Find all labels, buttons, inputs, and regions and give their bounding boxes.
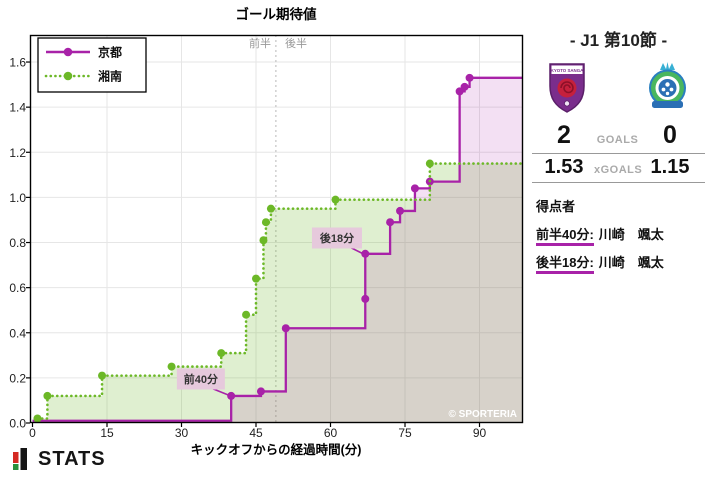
chart-title: ゴール期待値 [236,6,317,22]
y-tick-label: 1.4 [9,101,26,115]
data-point-marker [361,294,370,303]
legend-swatch-marker [63,47,73,57]
y-tick-label: 0.2 [9,371,26,385]
first-half-label: 前半 [249,36,271,50]
stats-brand-word: STATS [38,447,106,470]
sporteria-watermark: © SPORTERIA [449,409,518,420]
y-tick-label: 0.0 [9,417,26,431]
x-tick-label: 90 [473,426,487,440]
goals-label: GOALS [596,134,639,146]
legend-label-0: 京都 [98,45,122,60]
data-point-marker [281,324,290,333]
competition-title: - J1 第10節 - [569,31,668,50]
match-summary-panel: - J1 第10節 - KYOTO SANGA [532,0,705,479]
data-point-marker [460,82,469,91]
goal-annotation-1 [311,227,363,255]
gridlines [30,35,523,423]
shonan-logo-icon [649,62,686,108]
series-markers-0 [227,73,474,400]
x-tick-label: 15 [100,426,114,440]
series-markers-1 [33,159,434,423]
data-point-marker [242,310,251,319]
data-point-marker [396,206,405,215]
kyoto-logo-icon: KYOTO SANGA [549,63,585,113]
data-point-marker [386,218,395,227]
team-logos-row: KYOTO SANGA [532,57,705,115]
legend-label-1: 湘南 [98,69,122,84]
xgoals-row: 1.53 xGOALS 1.15 [532,154,705,183]
stats-brand: STATS [12,447,106,471]
data-point-marker [410,184,419,193]
y-tick-label: 0.4 [9,326,26,340]
xgoals-label: xGOALS [594,164,643,176]
xg-step-chart: © SPORTERIA 前40分 後18分 0 15 30 45 60 75 90 0.0 0.2 0.… [9,6,525,457]
goal-annotation-0 [176,368,228,396]
data-point-marker [167,362,176,371]
data-point-marker [217,349,226,358]
x-tick-label: 30 [175,426,189,440]
x-tick-label: 45 [249,426,263,440]
stats-bars-icon [13,448,27,470]
data-point-marker [261,218,270,227]
x-tick-label: 0 [29,426,36,440]
y-tick-label: 1.2 [9,146,26,160]
series-fill-0 [32,77,523,423]
scorer-line-1: 前半40分: 川崎 颯太 [536,224,705,246]
y-tick-label: 1.0 [9,191,26,205]
scorer-line-2: 後半18分: 川崎 颯太 [536,252,705,274]
legend-box [37,37,147,93]
y-tick-label: 0.8 [9,236,26,250]
x-tick-label: 75 [398,426,412,440]
y-tick-label: 0.6 [9,281,26,295]
x-axis-label: キックオフからの経過時間(分) [191,442,362,457]
second-half-label: 後半 [285,36,307,50]
scorers-title: 得点者 [536,199,576,214]
annotation-box [311,227,362,249]
annotation-arrow [212,387,228,396]
scorer-2-time: 後半18分: [536,255,594,274]
axis-ticks [26,61,481,427]
data-point-marker [266,204,275,213]
away-goals: 0 [663,121,677,149]
scorer-1-name: 川崎 颯太 [598,227,664,242]
y-tick-label: 1.6 [9,56,26,70]
annotation-label: 後18分 [320,231,354,245]
goals-row: 2 GOALS 0 [532,119,705,154]
data-point-marker [43,391,52,400]
x-tick-label: 60 [324,426,338,440]
data-point-marker [227,391,236,400]
series-fill-1 [37,163,523,423]
legend-swatch-marker [63,71,73,81]
data-point-marker [361,249,370,258]
plot-border [29,34,524,424]
data-point-marker [465,73,474,82]
data-point-marker [98,371,107,380]
home-goals: 2 [557,121,571,149]
away-xg: 1.15 [650,156,690,178]
home-xg: 1.53 [544,156,584,178]
data-point-marker [33,414,42,423]
svg-text:KYOTO SANGA: KYOTO SANGA [551,68,584,73]
annotation-label: 前40分 [184,372,218,386]
data-point-marker [425,159,434,168]
scorer-2-name: 川崎 颯太 [598,255,664,270]
data-point-marker [252,274,261,283]
legend [37,37,147,93]
data-point-marker [259,236,268,245]
annotation-box [176,368,225,390]
data-point-marker [331,195,340,204]
scorer-1-time: 前半40分: [536,227,594,246]
data-point-marker [256,387,265,396]
